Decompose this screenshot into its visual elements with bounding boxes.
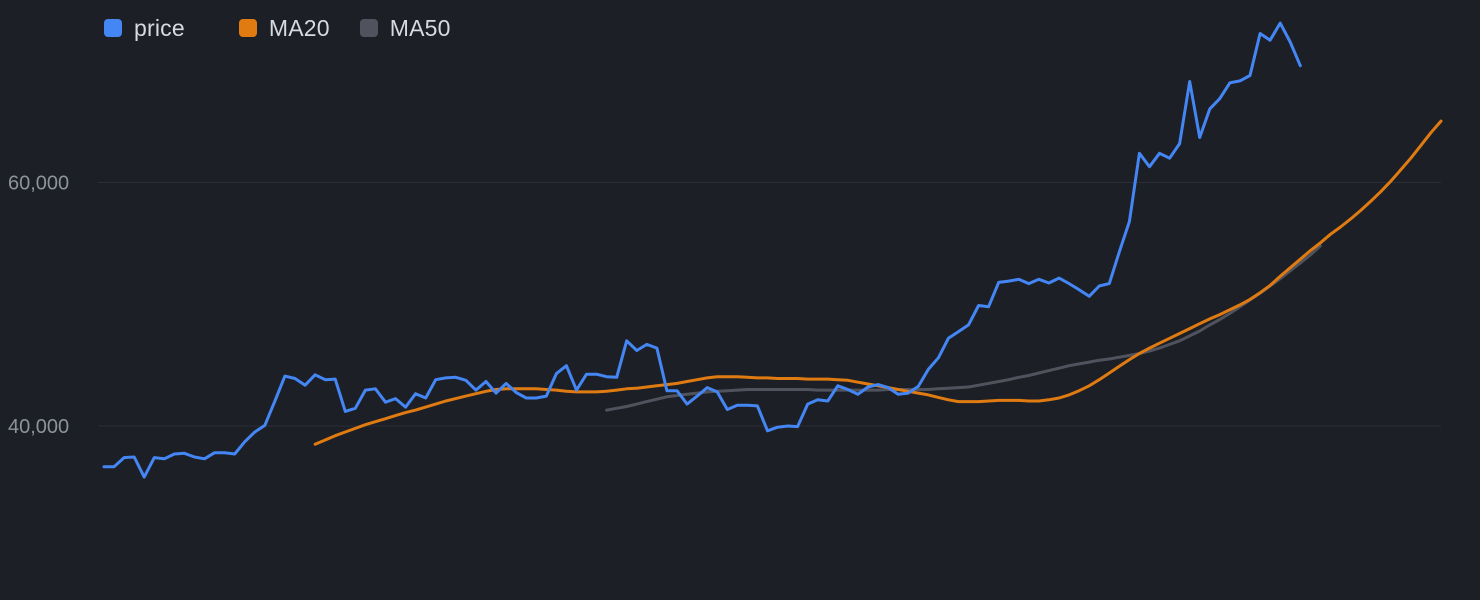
y-axis-labels: 40,000 60,000: [8, 173, 69, 438]
legend-item-price[interactable]: price: [104, 15, 209, 42]
y-tick-label: 60,000: [8, 173, 69, 195]
legend-swatch-ma50: [359, 19, 378, 37]
legend-swatch-price: [104, 19, 122, 37]
series-line-price[interactable]: [102, 21, 1302, 479]
legend-label-ma20: MA20: [268, 14, 330, 41]
chart-legend: price MA20 MA50: [104, 14, 481, 42]
series-line-ma50[interactable]: [605, 244, 1322, 412]
series-lines: [102, 21, 1443, 479]
series-line-ma20[interactable]: [313, 119, 1443, 446]
legend-label-price: price: [134, 14, 185, 41]
legend-item-ma50[interactable]: MA50: [359, 14, 451, 42]
legend-item-ma20[interactable]: MA20: [238, 14, 330, 42]
gridlines: [98, 182, 1441, 427]
y-tick-label: 40,000: [8, 416, 69, 438]
legend-label-ma50: MA50: [389, 14, 451, 41]
legend-swatch-ma20: [238, 19, 257, 37]
